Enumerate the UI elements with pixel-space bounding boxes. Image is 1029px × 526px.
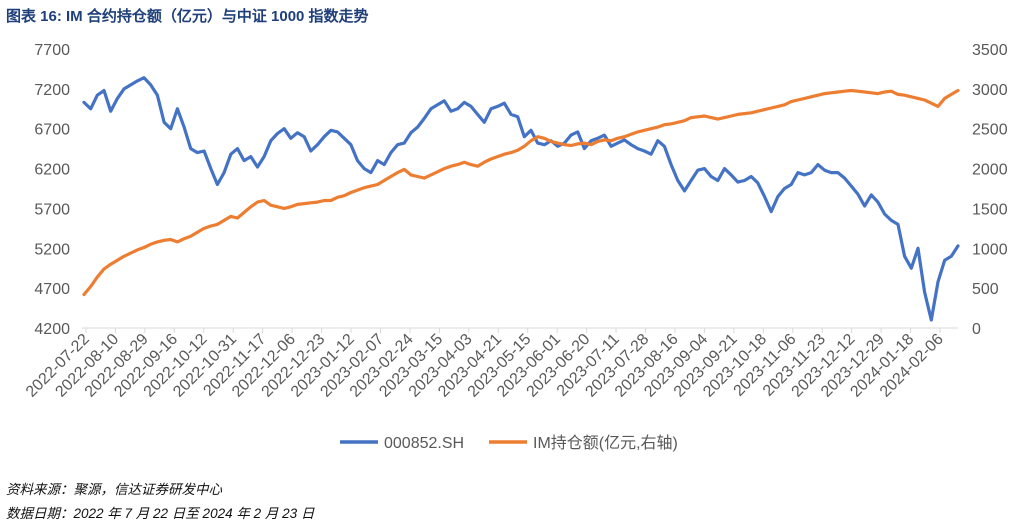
source-note: 资料来源：聚源，信达证券研发中心 xyxy=(6,482,222,497)
y-left-tick-label: 4200 xyxy=(34,321,70,338)
legend: 000852.SH IM持仓额(亿元,右轴) xyxy=(340,434,678,452)
y-left-tick-label: 5200 xyxy=(34,241,70,258)
date-note: 数据日期：2022 年 7 月 22 日至 2024 年 2 月 23 日 xyxy=(6,506,315,521)
series-line-000852 xyxy=(82,76,960,322)
y-right-tick-label: 1500 xyxy=(972,201,1008,218)
y-left-tick-label: 6700 xyxy=(34,122,70,139)
chart-title: 图表 16: IM 合约持仓额（亿元）与中证 1000 指数走势 xyxy=(6,8,369,25)
y-left-axis: 4200 4700 5200 5700 6200 6700 7200 7700 xyxy=(34,42,70,338)
y-left-tick-label: 7700 xyxy=(34,42,70,59)
y-right-tick-label: 3500 xyxy=(972,42,1008,59)
y-left-tick-label: 5700 xyxy=(34,201,70,218)
y-right-tick-label: 500 xyxy=(972,281,999,298)
y-right-tick-label: 3000 xyxy=(972,82,1008,99)
y-right-tick-label: 1000 xyxy=(972,241,1008,258)
y-left-tick-label: 6200 xyxy=(34,162,70,179)
y-left-tick-label: 7200 xyxy=(34,82,70,99)
y-right-axis: 0 500 1000 1500 2000 2500 3000 3500 xyxy=(972,42,1008,338)
y-right-tick-label: 2000 xyxy=(972,162,1008,179)
series-layer xyxy=(82,76,960,322)
series-line-im-position xyxy=(82,88,960,297)
line-chart: 4200 4700 5200 5700 6200 6700 7200 7700 0 500 100… xyxy=(23,42,1008,452)
legend-item-im-position-label: IM持仓额(亿元,右轴) xyxy=(533,434,678,452)
x-axis: 2022-07-222022-08-102022-08-292022-09-16… xyxy=(23,328,947,401)
y-right-tick-label: 2500 xyxy=(972,122,1008,139)
legend-item-000852-label: 000852.SH xyxy=(384,435,464,452)
y-right-tick-label: 0 xyxy=(972,321,981,338)
y-left-tick-label: 4700 xyxy=(34,281,70,298)
